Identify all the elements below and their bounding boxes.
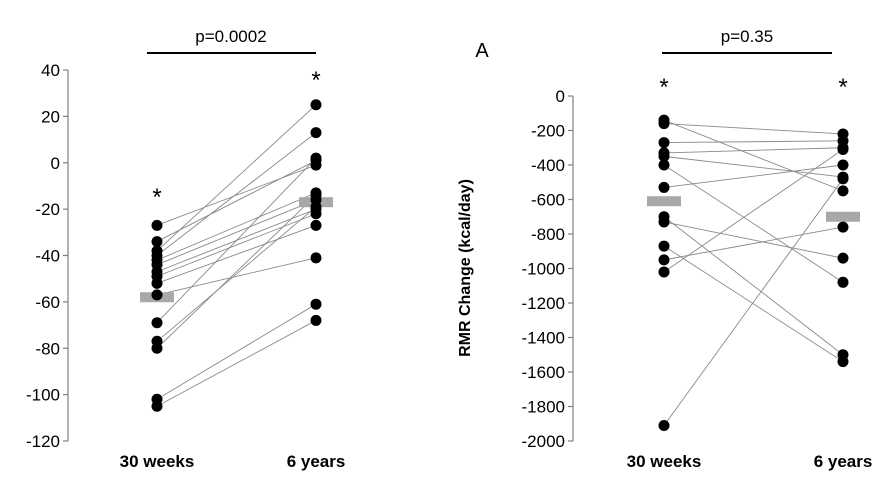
- panel1-data-point: [151, 277, 163, 289]
- panel1-p-value: p=0.0002: [195, 27, 266, 46]
- panel2-y-tick-label: -200: [531, 122, 565, 141]
- panel1-significance-star: *: [311, 67, 320, 94]
- panel1-data-point: [310, 252, 322, 264]
- panel2-y-tick-label: 0: [556, 87, 565, 106]
- panel2-data-point: [837, 173, 849, 185]
- panel2-x-category-label: 6 years: [814, 452, 873, 471]
- panel2-pair-line: [663, 140, 844, 144]
- panel1-pair-line: [156, 303, 317, 400]
- panel2-pair-line: [663, 245, 844, 363]
- panel2-data-point: [658, 181, 670, 193]
- panel1-y-tick-label: -60: [35, 293, 60, 312]
- panel2-pair-line: [663, 178, 844, 426]
- panel1-data-point: [310, 99, 322, 111]
- panel1-pair-line: [156, 224, 317, 284]
- panel1-significance-star: *: [152, 184, 161, 211]
- panel2-y-axis-title: RMR Change (kcal/day): [457, 179, 474, 357]
- panel2-x-category-label: 30 weeks: [627, 452, 702, 471]
- panel2-pair-line: [663, 164, 844, 283]
- panel1-data-point: [151, 236, 163, 248]
- panel2-data-point: [837, 221, 849, 233]
- panel1-data-point: [151, 317, 163, 329]
- panel2-y-tick-label: -1000: [522, 260, 565, 279]
- panel2-data-point: [658, 254, 670, 266]
- panel1-pair-line: [156, 160, 317, 242]
- panel2-pair-line: [663, 119, 844, 192]
- panel1-pair-line: [156, 206, 317, 342]
- panel2-data-point: [837, 185, 849, 197]
- panel1-y-tick-label: 40: [41, 61, 60, 80]
- panel1-data-point: [310, 298, 322, 310]
- panel2-data-point: [837, 356, 849, 368]
- panel2-data-point: [658, 419, 670, 431]
- panel2-pair-line: [663, 164, 844, 188]
- panel1-data-point: [310, 201, 322, 213]
- panel2-data-point: [658, 266, 670, 278]
- panel2-data-point: [837, 143, 849, 155]
- panel1-pair-line: [156, 164, 317, 226]
- panel1-data-point: [151, 400, 163, 412]
- panel1-pair-line: [156, 320, 317, 407]
- panel1-data-point: [310, 152, 322, 164]
- panel2-p-value: p=0.35: [721, 27, 773, 46]
- panel2-significance-star: *: [659, 74, 668, 101]
- panel2-y-tick-label: -600: [531, 191, 565, 210]
- panel1-y-tick-label: 20: [41, 107, 60, 126]
- panel1-data-point: [310, 219, 322, 231]
- panel2-y-tick-label: -1800: [522, 398, 565, 417]
- panel1-pair-line: [156, 132, 317, 256]
- panel1-data-point: [151, 289, 163, 301]
- panel1-pair-line: [156, 213, 317, 277]
- panel1-pair-line: [156, 257, 317, 296]
- panel1-pair-line: [156, 157, 317, 324]
- panel1-y-tick-label: -40: [35, 247, 60, 266]
- panel2-pair-line: [663, 147, 844, 154]
- panel1-data-point: [151, 342, 163, 354]
- panel1-pair-line: [156, 192, 317, 261]
- panel2-data-point: [658, 216, 670, 228]
- panel2-pair-line: [663, 216, 844, 356]
- panel2-data-point: [658, 137, 670, 149]
- panel2-mean-bar: [647, 196, 681, 207]
- panel2-data-point: [658, 150, 670, 162]
- panel2-data-point: [837, 159, 849, 171]
- panel2-y-tick-label: -1400: [522, 329, 565, 348]
- panel2-pair-line: [663, 155, 844, 178]
- panel1-y-tick-label: -20: [35, 200, 60, 219]
- panel1-pair-line: [156, 104, 317, 252]
- panel2-y-tick-label: -400: [531, 156, 565, 175]
- panel2-data-point: [658, 240, 670, 252]
- panel2-data-point: [837, 252, 849, 264]
- panel1-x-category-label: 30 weeks: [120, 452, 195, 471]
- panel2-y-tick-label: -1200: [522, 294, 565, 313]
- panel2-pair-line: [663, 149, 844, 273]
- panel2-y-tick-label: -2000: [522, 432, 565, 451]
- panel1-y-tick-label: -80: [35, 339, 60, 358]
- panel1-y-tick-label: -100: [26, 386, 60, 405]
- panel2-y-tick-label: -1600: [522, 363, 565, 382]
- panel2-data-point: [658, 118, 670, 130]
- panel2-panel-label: A: [475, 40, 489, 62]
- panel2-y-tick-label: -800: [531, 225, 565, 244]
- panel2-data-point: [837, 276, 849, 288]
- panel1-pair-line: [156, 194, 317, 349]
- panel2-significance-star: *: [838, 74, 847, 101]
- panel1-data-point: [310, 314, 322, 326]
- panel2-pair-line: [663, 123, 844, 135]
- panel1-y-tick-label: 0: [51, 154, 60, 173]
- panel2-pair-line: [663, 221, 844, 259]
- panel2-pair-line: [663, 226, 844, 261]
- panel1-x-category-label: 6 years: [287, 452, 346, 471]
- panel2-mean-bar: [826, 211, 860, 222]
- panel1-pair-line: [156, 199, 317, 266]
- panel1-data-point: [310, 127, 322, 139]
- panel1-y-tick-label: -120: [26, 432, 60, 451]
- panel2-data-point: [658, 159, 670, 171]
- panel1-data-point: [310, 189, 322, 201]
- panel1-data-point: [151, 219, 163, 231]
